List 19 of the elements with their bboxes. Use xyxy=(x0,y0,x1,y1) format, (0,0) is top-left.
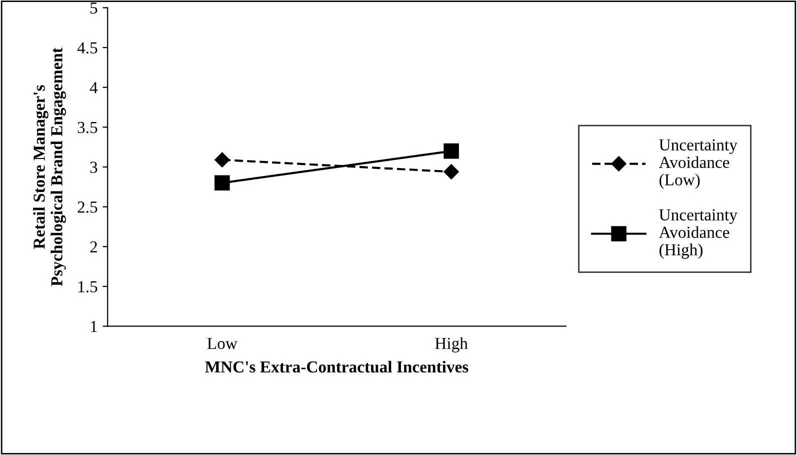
y-tick-label: 2 xyxy=(90,241,97,252)
y-axis-title: Retail Store Manager's Psychological Brand Engagement xyxy=(33,48,66,286)
x-tick-label: Low xyxy=(207,338,238,350)
x-axis-title: MNC's Extra-Contractual Incentives xyxy=(205,360,468,373)
y-tick-label: 3 xyxy=(90,162,98,173)
legend-label: Uncertainty Avoidance (High) xyxy=(658,209,738,259)
y-tick-label: 4 xyxy=(90,82,98,94)
x-tick-label: High xyxy=(435,337,468,353)
point xyxy=(214,152,230,168)
y-tick-label: 2.5 xyxy=(78,202,98,213)
y-tick-label: 5 xyxy=(90,2,98,14)
point xyxy=(444,143,459,159)
y-tick-label: 1 xyxy=(91,321,97,332)
y-tick-label: 4.5 xyxy=(77,42,98,54)
point xyxy=(444,164,459,180)
y-tick-label: 3.5 xyxy=(78,122,98,134)
point xyxy=(214,175,230,191)
y-tick-label: 1.5 xyxy=(78,281,98,292)
legend-label: Uncertainty Avoidance (Low) xyxy=(658,139,738,189)
